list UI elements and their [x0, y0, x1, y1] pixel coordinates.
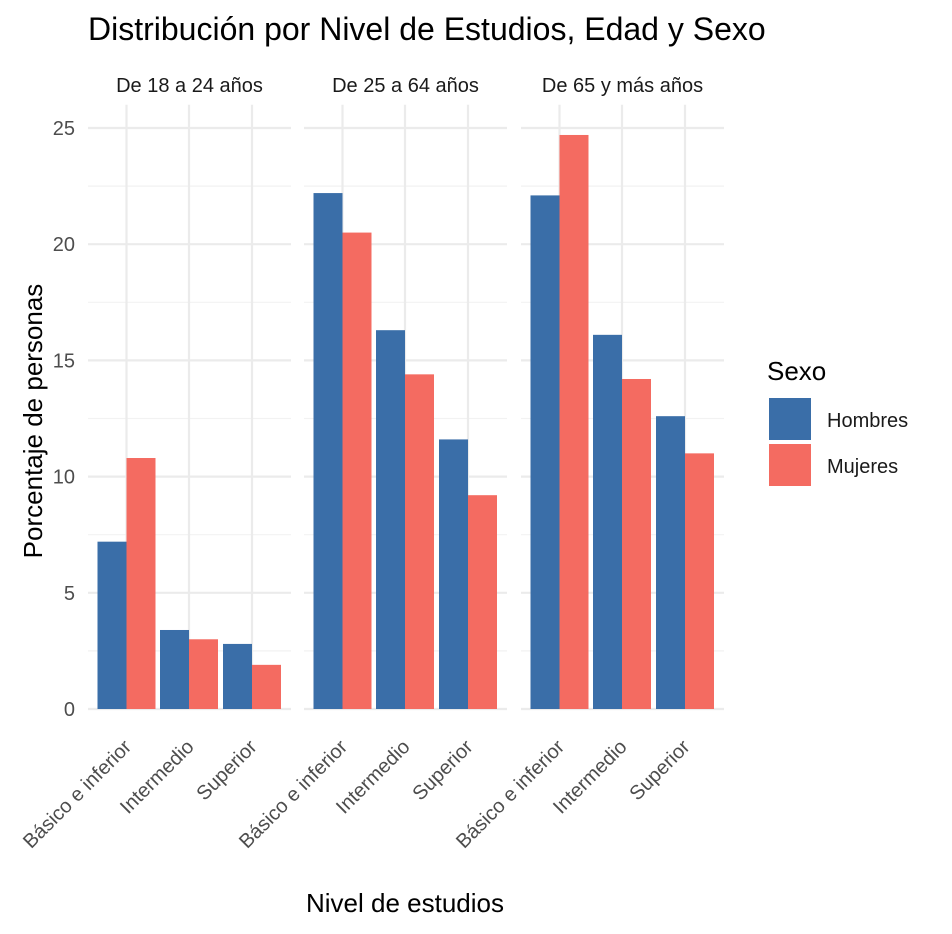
x-tick-label: Superior — [193, 736, 262, 805]
legend-label: Hombres — [827, 410, 908, 432]
bar-mujeres — [685, 453, 714, 709]
y-tick-label: 0 — [64, 699, 75, 721]
y-tick-label: 25 — [53, 118, 75, 140]
y-tick-label: 20 — [53, 234, 75, 256]
x-tick-label: Básico e inferior — [19, 736, 136, 853]
x-tick-label: Superior — [409, 736, 478, 805]
bar-mujeres — [252, 664, 281, 709]
y-tick-label: 10 — [53, 467, 75, 489]
x-axis-title: Nivel de estudios — [306, 888, 504, 918]
bar-mujeres — [342, 232, 372, 709]
bar-mujeres — [622, 378, 651, 709]
facet-strip-label: De 25 a 64 años — [332, 75, 479, 97]
bar-hombres — [439, 439, 468, 709]
bar-hombres — [593, 334, 622, 709]
facet-strip-label: De 65 y más años — [542, 75, 703, 97]
bar-mujeres — [405, 374, 434, 709]
legend-item: Hombres — [769, 398, 908, 440]
y-tick-label: 5 — [64, 583, 75, 605]
bar-mujeres — [468, 495, 497, 709]
legend-swatch — [769, 444, 811, 486]
bar-hombres — [97, 541, 127, 709]
bar-hombres — [313, 193, 343, 709]
bar-hombres — [160, 629, 189, 709]
bar-hombres — [656, 416, 685, 709]
y-axis: 0 5 10 15 20 25 — [53, 118, 75, 721]
bar-hombres — [223, 643, 252, 709]
legend-title: Sexo — [767, 356, 826, 386]
legend-item: Mujeres — [769, 444, 898, 486]
x-tick-label: Superior — [626, 736, 695, 805]
legend: Sexo Hombres Mujeres — [767, 356, 908, 486]
chart-title: Distribución por Nivel de Estudios, Edad… — [88, 11, 766, 47]
y-axis-title: Porcentaje de personas — [18, 284, 48, 559]
bar-hombres — [376, 330, 405, 709]
bar-mujeres — [559, 134, 589, 710]
bar-mujeres — [189, 639, 218, 709]
legend-swatch — [769, 398, 811, 440]
bar-hombres — [530, 195, 560, 709]
y-tick-label: 15 — [53, 350, 75, 372]
bar-mujeres — [126, 458, 156, 709]
facet-strip-label: De 18 a 24 años — [116, 75, 263, 97]
legend-label: Mujeres — [827, 456, 898, 478]
